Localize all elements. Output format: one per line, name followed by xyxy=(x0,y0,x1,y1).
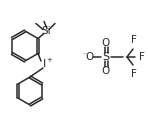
Text: +: + xyxy=(47,57,52,63)
Text: ⁻: ⁻ xyxy=(82,50,86,59)
Text: I: I xyxy=(43,59,47,69)
Text: Si: Si xyxy=(41,27,51,37)
Text: F: F xyxy=(131,35,137,45)
Text: F: F xyxy=(131,69,137,79)
Text: O: O xyxy=(102,38,110,48)
Text: F: F xyxy=(139,52,145,62)
Text: S: S xyxy=(102,52,110,62)
Text: O: O xyxy=(85,52,93,62)
Text: O: O xyxy=(102,66,110,76)
